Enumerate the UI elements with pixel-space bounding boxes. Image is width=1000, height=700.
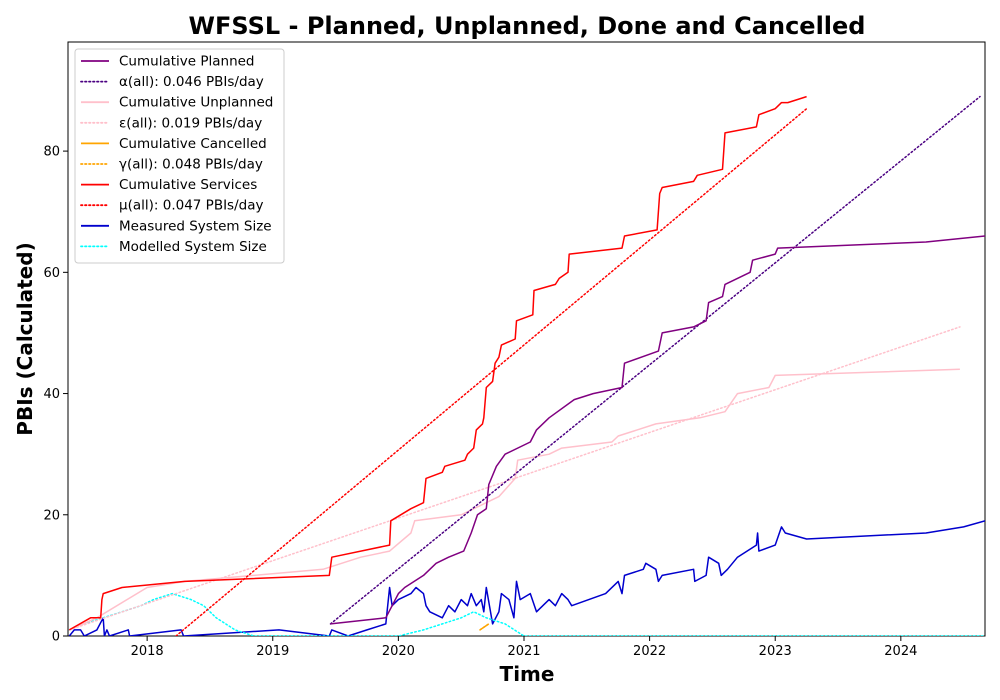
y-tick-label: 60 [43,266,60,281]
x-tick-label: 2018 [131,644,164,659]
x-tick-label: 2019 [256,644,289,659]
series-7-line [68,95,807,631]
legend-label: Cumulative Unplanned [119,95,273,111]
legend-label: μ(all): 0.047 PBIs/day [119,198,263,214]
legend-label: Cumulative Planned [119,54,255,70]
legend: Cumulative Planned α(all): 0.046 PBIs/day… [74,48,285,264]
x-tick-label: 2023 [759,644,792,659]
series-9-line [68,520,985,636]
series-1-line [330,235,985,625]
legend-label: α(all): 0.046 PBIs/day [119,74,264,90]
legend-label: Measured System Size [119,218,272,234]
x-tick-label: 2024 [884,644,917,659]
chart-title: WFSSL - Planned, Unplanned, Done and Can… [189,12,866,40]
series-3-line [68,368,960,631]
legend-label: Modelled System Size [119,239,267,255]
x-tick-label: 2022 [633,644,666,659]
series-2-line [329,95,981,625]
legend-label: ε(all): 0.019 PBIs/day [119,115,262,131]
x-tick-label: 2021 [507,644,540,659]
legend-label: γ(all): 0.048 PBIs/day [119,157,263,173]
y-tick-label: 80 [43,145,60,160]
series-layer [68,95,985,636]
x-tick-label: 2020 [382,644,415,659]
legend-box [74,48,285,264]
y-axis-label: PBIs (Calculated) [13,242,37,435]
axis-ticks: 2018 2019 2020 2021 2022 2023 2024 0 20 40 60 80 [43,145,917,659]
series-5-line [479,623,490,631]
y-tick-label: 40 [43,387,60,402]
y-tick-label: 20 [43,508,60,523]
y-tick-label: 0 [52,630,60,645]
legend-label: Cumulative Cancelled [119,136,267,152]
x-axis-label: Time [500,662,555,686]
legend-label: Cumulative Services [119,177,257,193]
series-8-line [175,107,808,636]
series-10-line [68,592,985,636]
